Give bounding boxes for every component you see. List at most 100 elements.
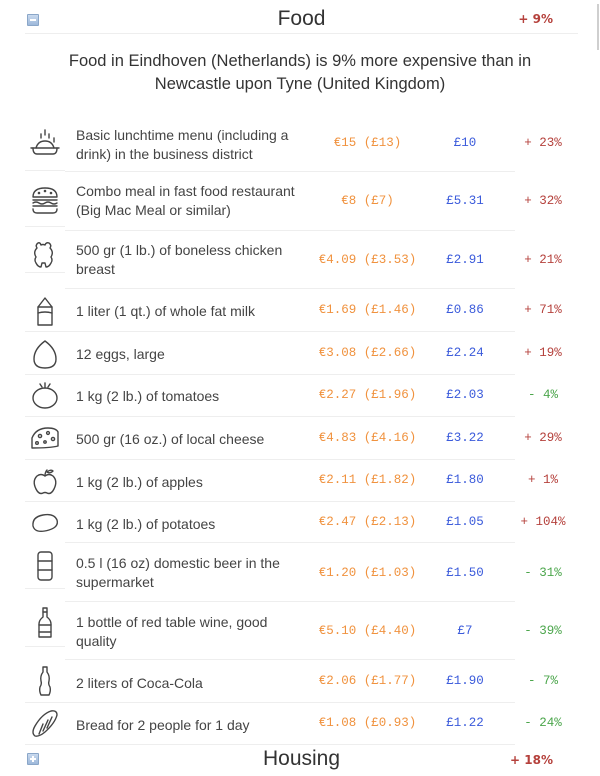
price-difference: + 21%: [524, 253, 562, 267]
item-label: Basic lunchtime menu (including a drink) …: [76, 127, 289, 162]
row-divider: [65, 331, 515, 332]
milk-carton-icon: [25, 291, 65, 331]
price-gbp: £1.50: [446, 566, 484, 580]
table-row: 1 kg (2 lb.) of tomatoes €2.27 (£1.96) £…: [25, 375, 578, 417]
row-divider: [65, 288, 515, 289]
summary-line-1: Food in Eindhoven (Netherlands) is 9% mo…: [68, 52, 532, 70]
row-divider: [65, 171, 515, 172]
potato-icon: [25, 502, 65, 542]
price-difference: - 39%: [524, 624, 562, 638]
price-difference: - 4%: [527, 388, 558, 402]
item-label: 12 eggs, large: [76, 346, 165, 362]
chicken-icon: [25, 235, 65, 275]
price-eur: €2.06 (£1.77): [318, 674, 417, 688]
price-difference: - 31%: [524, 566, 562, 580]
price-difference: + 104%: [520, 515, 566, 529]
icon-divider: [25, 331, 65, 332]
food-section-percentage: + 9%: [518, 12, 553, 26]
row-divider: [25, 374, 515, 375]
icon-divider: [25, 646, 65, 647]
cola-bottle-icon: [25, 661, 65, 701]
price-eur: €1.69 (£1.46): [318, 303, 417, 317]
price-eur: €2.47 (£2.13): [318, 515, 417, 529]
table-row: Combo meal in fast food restaurant (Big M…: [25, 174, 578, 231]
item-label: Combo meal in fast food restaurant (Big M…: [76, 183, 295, 218]
price-gbp: £5.31: [446, 194, 484, 208]
row-divider: [25, 702, 515, 703]
item-label: 1 kg (2 lb.) of potatoes: [76, 516, 216, 532]
burger-icon: [25, 180, 65, 220]
price-difference: + 23%: [524, 136, 562, 150]
table-row: 12 eggs, large €3.08 (£2.66) £2.24 + 19%: [25, 332, 578, 375]
price-eur: €2.11 (£1.82): [318, 473, 417, 487]
price-difference: + 1%: [527, 473, 558, 487]
item-label: 2 liters of Coca-Cola: [76, 675, 203, 691]
table-row: 2 liters of Coca-Cola €2.06 (£1.77) £1.9…: [25, 659, 578, 703]
row-divider: [25, 744, 515, 745]
icon-divider: [25, 226, 65, 227]
housing-section-header[interactable]: Housing + 18%: [25, 746, 578, 776]
expand-plus-icon[interactable]: [27, 753, 39, 765]
housing-section-percentage: + 18%: [510, 753, 553, 767]
apple-icon: [25, 461, 65, 501]
table-row: Basic lunchtime menu (including a drink) …: [25, 118, 578, 174]
divider: [25, 33, 578, 34]
summary-line-2: Newcastle upon Tyne (United Kingdom): [154, 75, 446, 93]
price-gbp: £7: [457, 624, 473, 638]
price-difference: - 7%: [527, 674, 558, 688]
item-label: Bread for 2 people for 1 day: [76, 717, 250, 733]
price-gbp: £2.91: [446, 253, 484, 267]
table-row: 0.5 l (16 oz) domestic beer in the superm…: [25, 543, 578, 602]
table-row: Bread for 2 people for 1 day €1.08 (£0.9…: [25, 703, 578, 745]
price-eur: €1.08 (£0.93): [318, 716, 417, 730]
icon-divider: [25, 170, 65, 171]
table-row: 1 kg (2 lb.) of potatoes €2.47 (£2.13) £…: [25, 502, 578, 543]
table-row: 1 liter (1 qt.) of whole fat milk €1.69 …: [25, 289, 578, 332]
price-gbp: £10: [453, 136, 477, 150]
item-label: 500 gr (16 oz.) of local cheese: [76, 431, 265, 447]
table-row: 1 bottle of red table wine, good quality …: [25, 601, 578, 660]
item-label: 1 kg (2 lb.) of tomatoes: [76, 388, 220, 404]
table-row: 1 kg (2 lb.) of apples €2.11 (£1.82) £1.…: [25, 460, 578, 502]
table-row: 500 gr (16 oz.) of local cheese €4.83 (£…: [25, 417, 578, 460]
price-gbp: £1.80: [446, 473, 484, 487]
icon-divider: [25, 272, 65, 273]
item-label: 1 kg (2 lb.) of apples: [76, 474, 203, 490]
item-label: 500 gr (1 lb.) of boneless chicken breast: [76, 242, 283, 277]
price-gbp: £2.03: [446, 388, 484, 402]
price-eur: €8 (£7): [341, 194, 394, 208]
bread-icon: [25, 704, 65, 744]
price-difference: - 24%: [524, 716, 562, 730]
tomato-icon: [25, 375, 65, 415]
price-eur: €5.10 (£4.40): [318, 624, 417, 638]
item-label: 1 liter (1 qt.) of whole fat milk: [76, 303, 255, 319]
price-eur: €15 (£13): [333, 136, 402, 150]
housing-section-title: Housing: [262, 747, 341, 770]
cheese-icon: [25, 418, 65, 458]
price-difference: + 29%: [524, 431, 562, 445]
row-divider: [25, 459, 515, 460]
table-row: 500 gr (1 lb.) of boneless chicken breast…: [25, 231, 578, 289]
item-label: 1 bottle of red table wine, good quality: [76, 614, 268, 649]
row-divider: [25, 501, 515, 502]
price-difference: + 19%: [524, 346, 562, 360]
food-section-header[interactable]: Food + 9%: [25, 2, 578, 34]
price-gbp: £1.22: [446, 716, 484, 730]
icon-divider: [25, 588, 65, 589]
price-gbp: £0.86: [446, 303, 484, 317]
food-summary: Food in Eindhoven (Netherlands) is 9% mo…: [40, 50, 560, 96]
price-gbp: £3.22: [446, 431, 484, 445]
scrollbar[interactable]: [597, 4, 599, 50]
price-gbp: £2.24: [446, 346, 484, 360]
food-section-title: Food: [277, 7, 326, 30]
wine-bottle-icon: [25, 603, 65, 643]
item-label: 0.5 l (16 oz) domestic beer in the superm…: [76, 555, 280, 590]
egg-icon: [25, 334, 65, 374]
lunch-plate-icon: [25, 122, 65, 162]
row-divider: [65, 601, 515, 602]
price-eur: €3.08 (£2.66): [318, 346, 417, 360]
price-gbp: £1.90: [446, 674, 484, 688]
collapse-minus-icon[interactable]: [27, 14, 39, 26]
row-divider: [65, 230, 515, 231]
price-eur: €2.27 (£1.96): [318, 388, 417, 402]
